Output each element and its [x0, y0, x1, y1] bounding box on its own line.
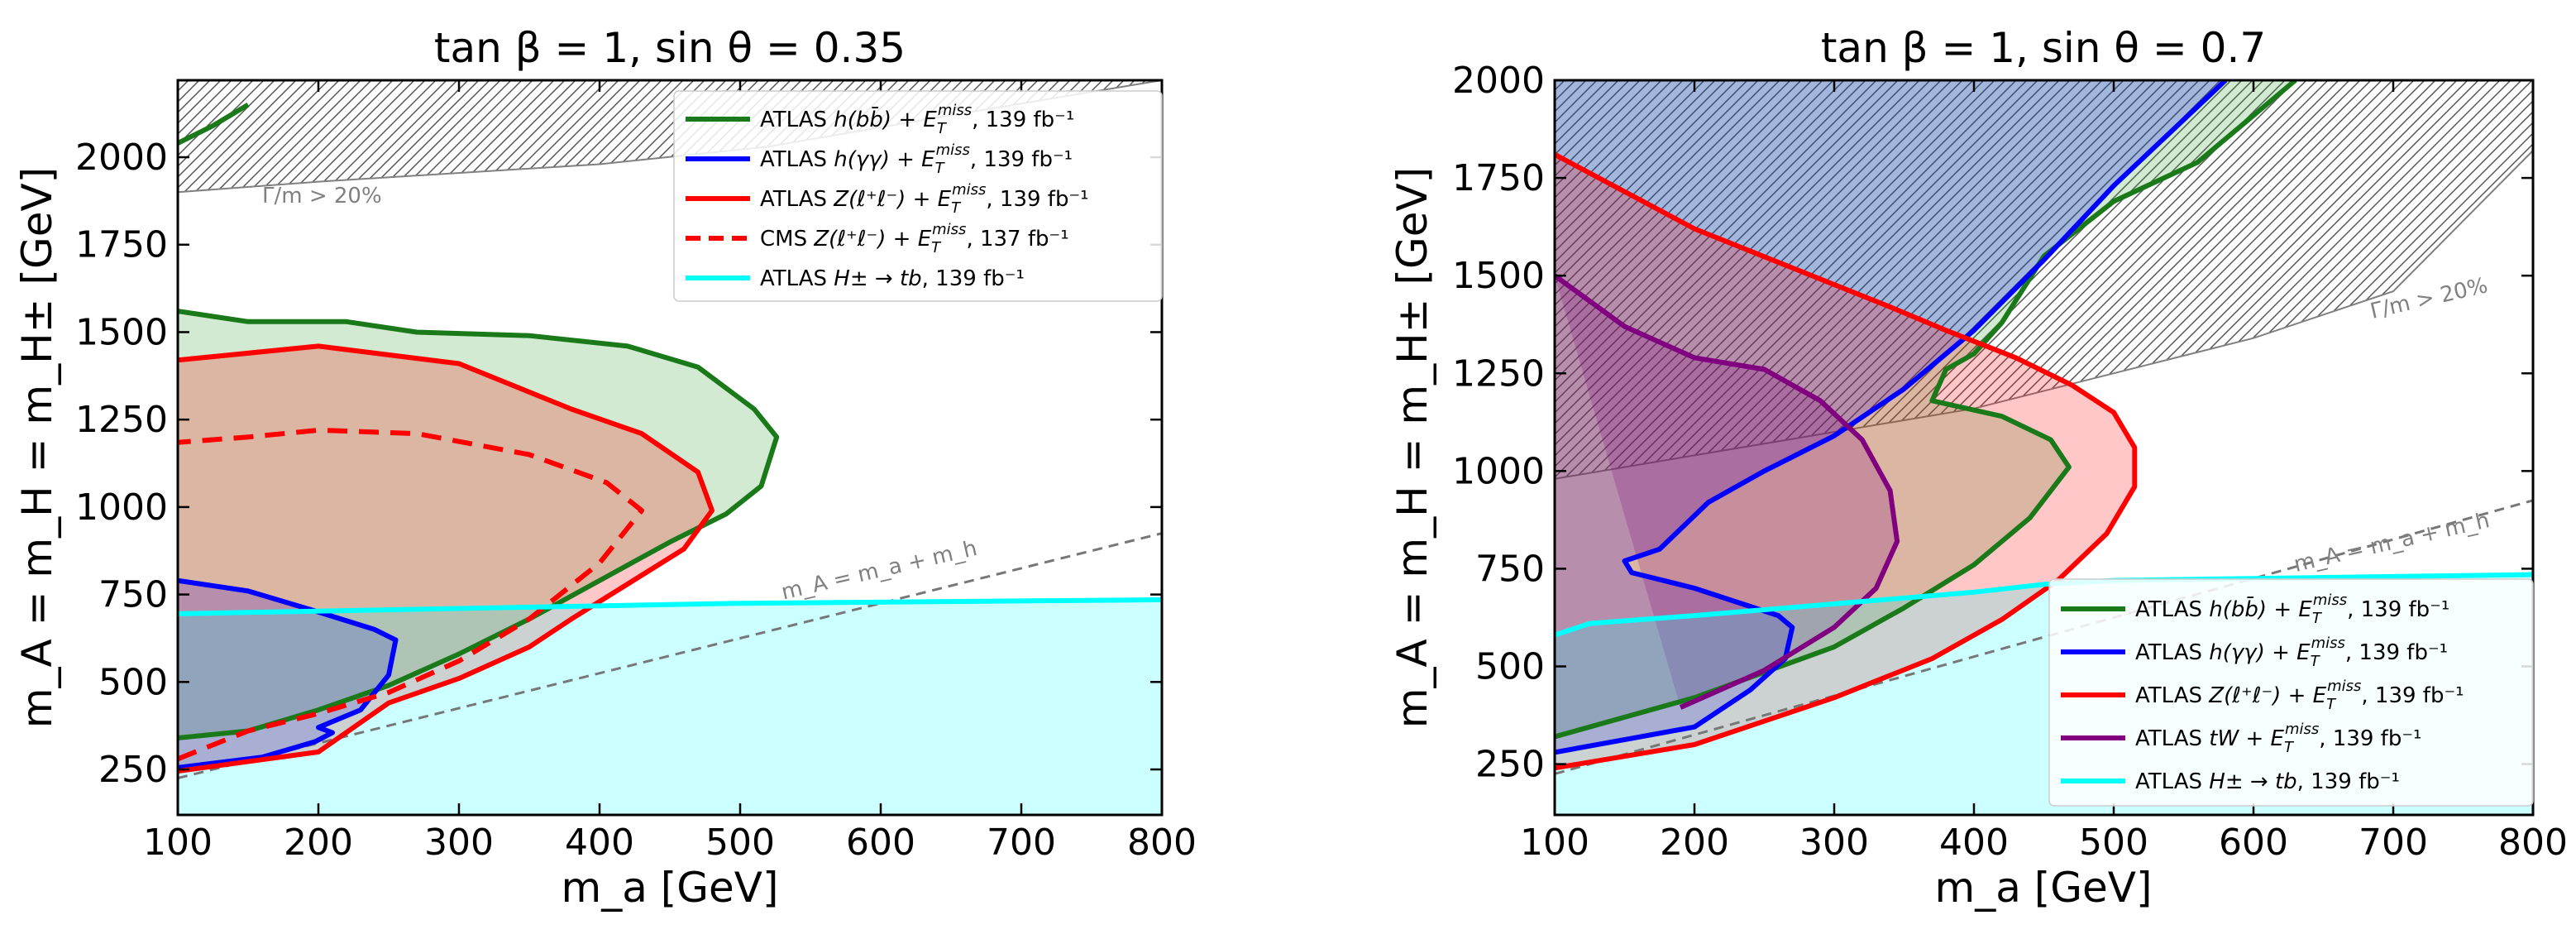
- legend-label: ATLAS Z(ℓ⁺ℓ⁻) + ETmiss, 139 fb⁻¹: [760, 181, 1089, 217]
- x-tick-label: 700: [987, 822, 1056, 864]
- series-line: [178, 343, 714, 774]
- series-line: [178, 427, 644, 762]
- y-tick-label: 250: [1475, 744, 1545, 786]
- x-tick-label: 500: [705, 822, 775, 864]
- x-tick-label: 600: [846, 822, 915, 864]
- legend-label: ATLAS h(γγ) + ETmiss, 139 fb⁻¹: [2135, 635, 2448, 670]
- x-tick-label: 100: [1520, 822, 1589, 864]
- x-tick-label: 400: [1939, 822, 2009, 864]
- legend-box: [673, 90, 1163, 302]
- y-tick-label: 1500: [1452, 255, 1545, 297]
- x-tick-label: 600: [2219, 822, 2288, 864]
- y-axis-title: m_A = m_H = m_H± [GeV]: [13, 167, 61, 728]
- x-tick-label: 100: [143, 822, 213, 864]
- legend-label: ATLAS H± → tb, 139 fb⁻¹: [760, 266, 1025, 291]
- hatch-boundary: [1555, 150, 2533, 480]
- y-tick-label: 250: [98, 749, 168, 791]
- panel-right: tan β = 1, sin θ = 0.7 m_a [GeV] m_A = m…: [1388, 24, 2568, 912]
- y-axis-title: m_A = m_H = m_H± [GeV]: [1388, 167, 1436, 728]
- panel-title: tan β = 1, sin θ = 0.7: [1821, 24, 2266, 72]
- legend-box: [2048, 578, 2534, 807]
- panel-left: tan β = 1, sin θ = 0.35 m_a [GeV] m_A = …: [13, 24, 1197, 912]
- x-tick-label: 700: [2359, 822, 2428, 864]
- x-tick-label: 800: [2498, 822, 2568, 864]
- mass-sum-annotation: m_A = m_a + m_h: [2292, 508, 2492, 577]
- legend: ATLAS h(bb̄) + ETmiss, 139 fb⁻¹ ATLAS h(γ…: [2048, 578, 2534, 807]
- series-fill: [178, 346, 712, 772]
- y-tick-label: 1250: [1452, 352, 1545, 395]
- series-fill: [178, 311, 777, 739]
- y-tick-label: 750: [98, 574, 168, 616]
- series-line: [178, 596, 1162, 616]
- panel-title: tan β = 1, sin θ = 0.35: [434, 24, 906, 72]
- legend-label: ATLAS h(bb̄) + ETmiss, 139 fb⁻¹: [2135, 592, 2449, 627]
- series-fill: [178, 599, 1162, 815]
- x-tick-label: 200: [1660, 822, 1729, 864]
- legend-label: ATLAS Z(ℓ⁺ℓ⁻) + ETmiss, 139 fb⁻¹: [2135, 678, 2464, 713]
- width-annotation: Γ/m > 20%: [262, 184, 382, 208]
- x-axis-title: m_a [GeV]: [1935, 864, 2153, 912]
- series-line: [1555, 273, 1900, 710]
- plot-area: [1555, 80, 2533, 815]
- mass-sum-line: [1555, 499, 2533, 775]
- y-tick-label: 1000: [75, 486, 168, 529]
- y-tick-label: 500: [1475, 646, 1545, 688]
- series-line: [1555, 152, 2138, 771]
- x-tick-label: 800: [1127, 822, 1197, 864]
- axes-frame: [1553, 79, 2535, 817]
- legend-label: ATLAS h(γγ) + ETmiss, 139 fb⁻¹: [760, 141, 1073, 177]
- series-fill: [1555, 80, 2226, 753]
- plot-area: [178, 80, 1162, 815]
- series-line-segment: [178, 103, 250, 146]
- y-tick-label: 1750: [1452, 157, 1545, 199]
- x-tick-label: 300: [424, 822, 494, 864]
- y-tick-label: 2000: [75, 137, 168, 179]
- hatch-region: [1555, 80, 2533, 479]
- y-tick-label: 1000: [1452, 450, 1545, 492]
- legend-label: ATLAS H± → tb, 139 fb⁻¹: [2135, 769, 2400, 794]
- mass-sum-annotation: m_A = m_a + m_h: [779, 536, 979, 606]
- x-tick-label: 200: [284, 822, 353, 864]
- axes-frame: [176, 79, 1164, 817]
- y-tick-label: 1250: [75, 399, 168, 441]
- series-line: [178, 309, 780, 740]
- series-fill: [178, 580, 396, 768]
- x-axis-title: m_a [GeV]: [562, 864, 779, 912]
- y-tick-label: 500: [98, 661, 168, 703]
- legend: ATLAS h(bb̄) + ETmiss, 139 fb⁻¹ ATLAS h(γ…: [673, 90, 1163, 302]
- x-tick-label: 300: [1799, 822, 1869, 864]
- legend-label: ATLAS tW + ETmiss, 139 fb⁻¹: [2135, 721, 2421, 756]
- y-tick-label: 1750: [75, 224, 168, 266]
- x-tick-label: 400: [565, 822, 634, 864]
- x-tick-label: 500: [2079, 822, 2148, 864]
- y-tick-label: 750: [1475, 548, 1545, 590]
- y-tick-label: 2000: [1452, 60, 1545, 102]
- legend-label: CMS Z(ℓ⁺ℓ⁻) + ETmiss, 137 fb⁻¹: [760, 221, 1069, 256]
- y-tick-label: 1500: [75, 311, 168, 353]
- legend-label: ATLAS h(bb̄) + ETmiss, 139 fb⁻¹: [760, 102, 1074, 137]
- series-line: [178, 577, 399, 770]
